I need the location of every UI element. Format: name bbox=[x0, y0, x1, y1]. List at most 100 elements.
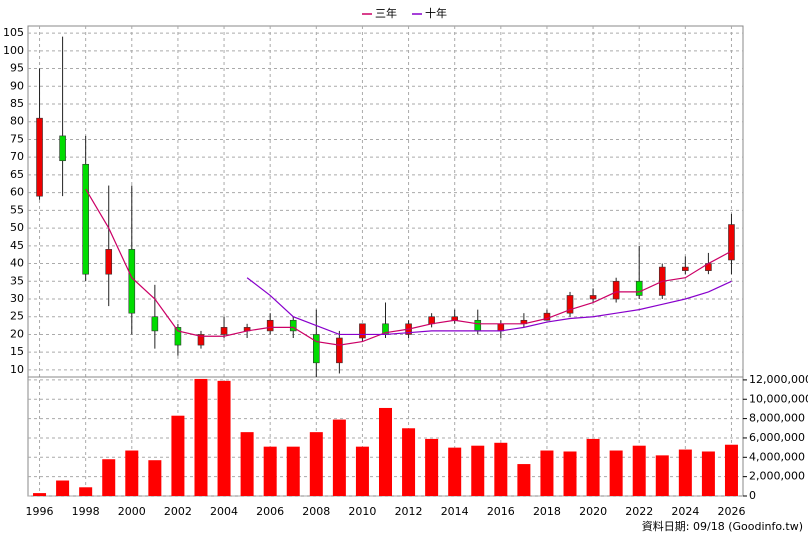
candle-body bbox=[266, 319, 274, 332]
volume-bar bbox=[471, 445, 485, 496]
candle-body bbox=[313, 334, 320, 364]
y-tick-label: 95 bbox=[10, 62, 24, 75]
x-tick-label: 2018 bbox=[533, 505, 561, 518]
y-tick-label: 15 bbox=[10, 345, 24, 358]
average-line bbox=[85, 188, 732, 346]
volume-bar bbox=[56, 480, 70, 496]
y-tick-label: 55 bbox=[10, 203, 24, 216]
y-tick-label: 25 bbox=[10, 310, 24, 323]
volume-bar bbox=[517, 464, 531, 496]
volume-bar bbox=[586, 438, 600, 496]
candle-body bbox=[474, 319, 482, 332]
volume-bar bbox=[79, 487, 93, 496]
y2-tick-label: 8,000,000 bbox=[749, 412, 805, 425]
y-tick-label: 45 bbox=[10, 239, 24, 252]
volume-bar bbox=[402, 428, 416, 496]
volume-bar bbox=[102, 459, 116, 496]
x-tick-label: 2002 bbox=[164, 505, 192, 518]
volume-bar bbox=[332, 419, 346, 496]
y-tick-label: 70 bbox=[10, 150, 24, 163]
candle-body bbox=[82, 163, 89, 275]
y-tick-label: 85 bbox=[10, 97, 24, 110]
x-tick-label: 1998 bbox=[72, 505, 100, 518]
average-line bbox=[246, 277, 732, 336]
y-tick-label: 35 bbox=[10, 274, 24, 287]
candle-body bbox=[59, 135, 66, 162]
volume-bar bbox=[33, 493, 47, 496]
y2-tick-label: 10,000,000 bbox=[749, 392, 808, 405]
y-tick-label: 90 bbox=[10, 79, 24, 92]
y2-tick-label: 2,000,000 bbox=[749, 470, 805, 483]
volume-bar bbox=[655, 455, 669, 496]
volume-bar bbox=[724, 444, 738, 496]
x-tick-label: 2012 bbox=[395, 505, 423, 518]
volume-bar bbox=[125, 450, 139, 496]
candle-body bbox=[566, 295, 574, 314]
volume-bar bbox=[448, 447, 462, 496]
x-tick-label: 2000 bbox=[118, 505, 146, 518]
y2-tick-label: 12,000,000 bbox=[749, 373, 808, 386]
y-tick-label: 50 bbox=[10, 221, 24, 234]
volume-bar bbox=[286, 446, 300, 496]
volume-bar bbox=[379, 407, 392, 496]
x-tick-label: 2004 bbox=[210, 505, 238, 518]
y-tick-label: 65 bbox=[10, 168, 24, 181]
volume-bar bbox=[701, 451, 715, 496]
candle-body bbox=[359, 323, 366, 339]
y-tick-label: 80 bbox=[10, 115, 24, 128]
x-tick-label: 2026 bbox=[717, 505, 745, 518]
volume-bar bbox=[494, 442, 508, 496]
volume-bar bbox=[425, 438, 439, 496]
volume-bar bbox=[540, 450, 554, 496]
candle-body bbox=[197, 334, 205, 346]
y-tick-label: 20 bbox=[10, 327, 24, 340]
x-tick-label: 2006 bbox=[256, 505, 284, 518]
volume-bar bbox=[217, 380, 231, 496]
y-tick-label: 10 bbox=[10, 363, 24, 376]
y-tick-label: 40 bbox=[10, 257, 24, 270]
y-tick-label: 60 bbox=[10, 186, 24, 199]
source-note: 資料日期: 09/18 (Goodinfo.tw) bbox=[642, 519, 803, 533]
candle-body bbox=[174, 327, 182, 346]
candle-body bbox=[105, 249, 113, 275]
x-tick-label: 2008 bbox=[302, 505, 330, 518]
candle-body bbox=[612, 280, 620, 300]
x-tick-label: 2016 bbox=[487, 505, 515, 518]
x-tick-label: 2022 bbox=[625, 505, 653, 518]
volume-bar bbox=[678, 449, 692, 496]
volume-bar bbox=[263, 446, 277, 496]
x-tick-label: 2024 bbox=[671, 505, 699, 518]
volume-bar bbox=[240, 432, 254, 496]
y2-tick-label: 0 bbox=[749, 489, 756, 502]
candle-body bbox=[682, 266, 689, 271]
candle-body bbox=[128, 249, 136, 314]
y-tick-label: 75 bbox=[10, 132, 24, 145]
x-tick-label: 2020 bbox=[579, 505, 607, 518]
volume-bar bbox=[309, 432, 323, 496]
y2-tick-label: 6,000,000 bbox=[749, 431, 805, 444]
volume-bar bbox=[563, 451, 577, 496]
legend-label: 十年 bbox=[425, 6, 447, 20]
legend-label: 三年 bbox=[375, 6, 397, 20]
y-tick-label: 30 bbox=[10, 292, 24, 305]
candle-body bbox=[36, 117, 43, 197]
x-tick-label: 1996 bbox=[26, 505, 54, 518]
y-tick-label: 100 bbox=[3, 44, 24, 57]
y-tick-label: 105 bbox=[3, 26, 24, 39]
volume-bar bbox=[632, 445, 646, 496]
volume-bar bbox=[609, 450, 623, 496]
volume-bar bbox=[148, 460, 162, 496]
candle-body bbox=[497, 323, 505, 332]
x-tick-label: 2014 bbox=[441, 505, 469, 518]
y2-tick-label: 4,000,000 bbox=[749, 450, 805, 463]
candle-body bbox=[289, 319, 297, 332]
volume-bar bbox=[355, 446, 369, 496]
x-tick-label: 2010 bbox=[348, 505, 376, 518]
candle-body bbox=[428, 316, 435, 325]
candle-body bbox=[589, 295, 597, 300]
volume-bar bbox=[171, 415, 185, 496]
candle-body bbox=[728, 224, 735, 261]
candle-body bbox=[151, 316, 159, 332]
candle-body bbox=[635, 280, 643, 296]
